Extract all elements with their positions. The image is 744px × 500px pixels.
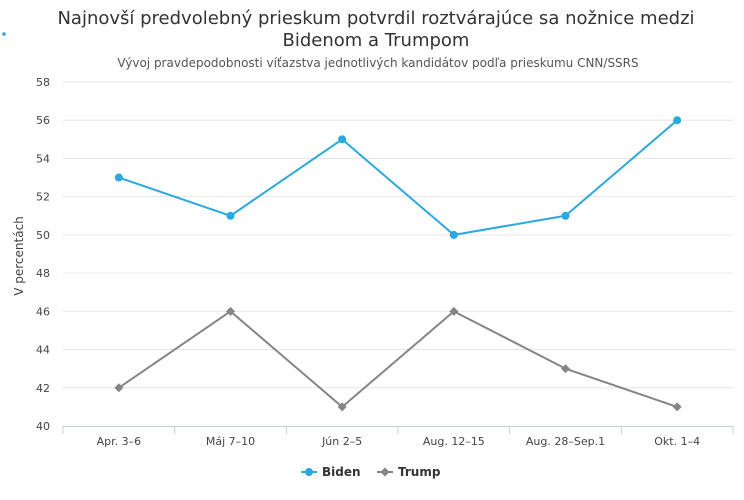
series-line-biden bbox=[117, 119, 679, 236]
y-tick-label: 44 bbox=[36, 344, 50, 357]
data-point-biden[interactable] bbox=[449, 230, 458, 239]
data-point-biden[interactable] bbox=[673, 116, 682, 125]
data-point-trump[interactable] bbox=[561, 364, 570, 374]
y-tick-label: 46 bbox=[36, 305, 50, 318]
legend-label-trump: Trump bbox=[398, 465, 441, 479]
legend-item-biden[interactable]: Biden bbox=[301, 465, 361, 479]
x-tick-label: Okt. 1–4 bbox=[654, 435, 700, 448]
y-tick-label: 52 bbox=[36, 191, 50, 204]
data-point-biden[interactable] bbox=[561, 211, 570, 220]
legend-symbol-biden bbox=[305, 468, 313, 476]
data-point-biden[interactable] bbox=[226, 211, 235, 220]
x-tick-label: Aug. 28–Sep.1 bbox=[526, 435, 605, 448]
data-point-trump[interactable] bbox=[114, 383, 124, 393]
x-tick-label: Aug. 12–15 bbox=[423, 435, 485, 448]
series-biden bbox=[114, 116, 682, 239]
chart-title-line-2: Bidenom a Trumpom bbox=[283, 30, 470, 51]
data-point-trump[interactable] bbox=[337, 402, 347, 412]
y-tick-label: 58 bbox=[36, 76, 50, 89]
legend-symbol-trump bbox=[380, 467, 390, 477]
data-point-trump[interactable] bbox=[449, 306, 459, 316]
x-tick-label: Apr. 3–6 bbox=[97, 435, 142, 448]
chart-subtitle: Vývoj pravdepodobnosti víťazstva jednotl… bbox=[117, 56, 638, 70]
data-point-biden[interactable] bbox=[114, 173, 123, 182]
y-axis-label: V percentách bbox=[12, 216, 26, 296]
x-tick-label: Máj 7–10 bbox=[206, 435, 255, 448]
axes: 40 42 44 46 48 50 52 54 56 58 Apr. 3–6 Máj 7–10 Jún … bbox=[36, 76, 734, 448]
legend-label-biden: Biden bbox=[322, 465, 361, 479]
grid-lines bbox=[63, 81, 733, 389]
chart-title-line-1: Najnovší predvolebný prieskum potvrdil r… bbox=[57, 8, 694, 29]
y-tick-label: 54 bbox=[36, 152, 50, 165]
corner-dot bbox=[2, 32, 6, 36]
y-tick-label: 40 bbox=[36, 420, 50, 433]
data-point-trump[interactable] bbox=[226, 306, 235, 316]
series-trump bbox=[114, 306, 682, 412]
y-tick-label: 56 bbox=[36, 114, 50, 127]
y-tick-label: 42 bbox=[36, 382, 50, 395]
series-line-trump bbox=[117, 310, 679, 408]
y-tick-label: 48 bbox=[36, 267, 50, 280]
legend-item-trump[interactable]: Trump bbox=[377, 465, 441, 479]
legend: Biden Trump bbox=[301, 465, 441, 479]
data-point-biden[interactable] bbox=[338, 135, 347, 144]
y-tick-label: 50 bbox=[36, 229, 50, 242]
data-point-trump[interactable] bbox=[672, 402, 682, 412]
series bbox=[114, 116, 682, 412]
x-tick-label: Jún 2–5 bbox=[321, 435, 362, 448]
